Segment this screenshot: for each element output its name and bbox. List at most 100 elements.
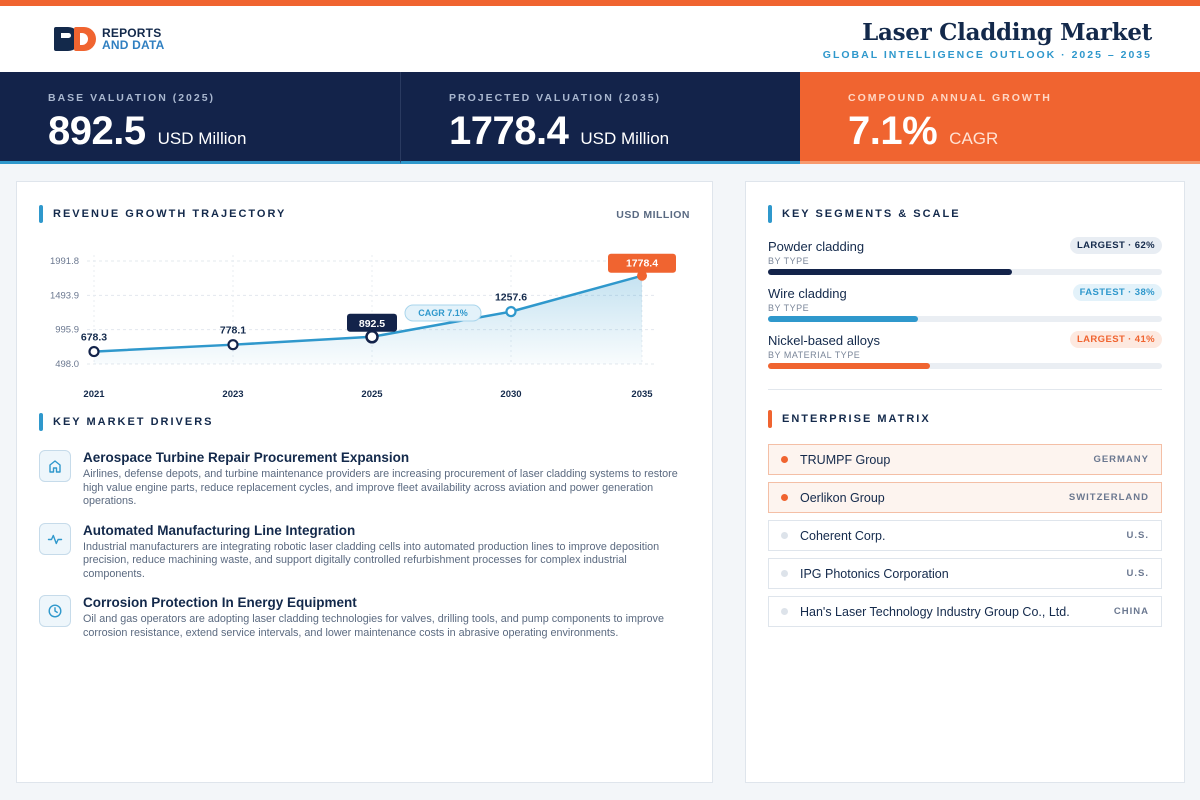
driver-text: Industrial manufacturers are integrating… — [83, 540, 660, 580]
driver-item: Aerospace Turbine Repair Procurement Exp… — [39, 450, 679, 509]
trajectory-unit: USD MILLION — [616, 209, 690, 221]
trajectory-card: REVENUE GROWTH TRAJECTORY USD MILLION 49… — [16, 181, 713, 783]
segment-name: Nickel-based alloys — [768, 333, 880, 348]
enterprise-row: TRUMPF Group GERMANY — [768, 444, 1162, 475]
driver-title: Aerospace Turbine Repair Procurement Exp… — [83, 450, 410, 465]
segments-list: Powder cladding BY TYPE LARGEST · 62% Wi… — [768, 237, 1162, 380]
segment-type: BY MATERIAL TYPE — [768, 350, 861, 360]
data-point — [88, 345, 100, 358]
revenue-growth-chart: 498.0 995.9 1493.9 1991.8 CAGR 7.1% 678.3 778.… — [50, 253, 676, 400]
area-fill — [94, 275, 642, 364]
brand-logo: REPORTS AND DATA — [54, 27, 164, 51]
enterprise-country: SWITZERLAND — [1068, 492, 1149, 503]
data-point — [365, 330, 379, 344]
projected-value-badge — [608, 253, 676, 273]
kpi-label: COMPOUND ANNUAL GROWTH — [848, 92, 1052, 104]
enterprise-name: IPG Photonics Corporation — [800, 566, 949, 581]
trajectory-heading: REVENUE GROWTH TRAJECTORY — [39, 205, 286, 223]
matrix-heading: ENTERPRISE MATRIX — [768, 410, 931, 428]
driver-item: Corrosion Protection In Energy Equipment… — [39, 595, 679, 640]
drivers-list: Aerospace Turbine Repair Procurement Exp… — [39, 450, 679, 654]
x-tick-label: 2021 — [83, 389, 105, 400]
segment-name: Powder cladding — [768, 239, 865, 254]
data-point — [227, 339, 239, 351]
matrix-title: ENTERPRISE MATRIX — [782, 413, 931, 425]
segment-type: BY TYPE — [768, 303, 810, 313]
data-label: 1778.4 — [626, 258, 658, 270]
clock-icon — [39, 595, 71, 627]
y-tick-label: 995.9 — [55, 325, 79, 336]
kpi-value: 1778.4 — [449, 109, 569, 153]
driver-text: Airlines, defense depots, and turbine ma… — [83, 468, 678, 507]
drivers-title: KEY MARKET DRIVERS — [53, 416, 214, 428]
segment-item: Nickel-based alloys BY MATERIAL TYPE LAR… — [768, 331, 1162, 380]
enterprise-dot — [781, 532, 788, 539]
enterprise-dot — [781, 570, 788, 577]
segments-card: KEY SEGMENTS & SCALE Powder cladding BY … — [745, 181, 1185, 783]
page-subtitle: GLOBAL INTELLIGENCE OUTLOOK · 2025 – 203… — [822, 49, 1152, 61]
data-point — [637, 270, 647, 281]
segment-type: BY TYPE — [768, 256, 810, 266]
x-tick-label: 2025 — [361, 389, 383, 400]
segment-name: Wire cladding — [768, 286, 847, 301]
enterprise-name: TRUMPF Group — [800, 452, 891, 467]
kpi-base-valuation: BASE VALUATION (2025) 892.5 USD Million — [0, 72, 400, 164]
driver-item: Automated Manufacturing Line Integration… — [39, 522, 679, 582]
building-icon — [39, 450, 71, 482]
enterprise-dot — [781, 494, 788, 501]
y-tick-label: 1493.9 — [50, 290, 79, 301]
enterprise-country: U.S. — [1126, 568, 1149, 579]
segment-badge: LARGEST · 62% — [1069, 237, 1162, 254]
segment-track — [768, 316, 1162, 322]
data-label: 892.5 — [359, 318, 385, 330]
kpi-unit: USD Million — [157, 129, 247, 148]
cagr-annotation-text: CAGR 7.1% — [418, 308, 468, 318]
segment-badge: LARGEST · 41% — [1069, 331, 1162, 348]
enterprise-row: Oerlikon Group SWITZERLAND — [768, 482, 1162, 513]
x-tick-label: 2030 — [500, 389, 521, 400]
enterprise-name: Oerlikon Group — [800, 490, 885, 505]
segments-heading: KEY SEGMENTS & SCALE — [768, 205, 961, 223]
segment-item: Powder cladding BY TYPE LARGEST · 62% — [768, 237, 1162, 286]
kpi-value: 7.1% — [848, 109, 938, 153]
divider — [768, 389, 1162, 390]
y-tick-label: 1991.8 — [50, 256, 79, 267]
base-value-badge — [347, 313, 397, 332]
kpi-unit: CAGR — [949, 129, 999, 148]
driver-text: Oil and gas operators are adopting laser… — [83, 613, 664, 639]
brand-line-2: AND DATA — [102, 38, 165, 52]
x-tick-label: 2023 — [222, 389, 243, 400]
data-label: 1257.6 — [495, 292, 527, 304]
enterprise-country: U.S. — [1126, 530, 1149, 541]
enterprise-matrix: TRUMPF Group GERMANY Oerlikon Group SWIT… — [768, 444, 1162, 634]
trajectory-title: REVENUE GROWTH TRAJECTORY — [53, 208, 287, 220]
segments-title: KEY SEGMENTS & SCALE — [782, 208, 961, 220]
cagr-annotation-pill — [404, 304, 482, 322]
enterprise-row: Han's Laser Technology Industry Group Co… — [768, 596, 1162, 627]
driver-title: Automated Manufacturing Line Integration — [83, 522, 356, 538]
brand-logo-text: REPORTS AND DATA — [102, 27, 164, 51]
header: REPORTS AND DATA Laser Cladding Market G… — [0, 6, 1200, 72]
enterprise-dot — [781, 608, 788, 615]
pulse-icon — [39, 522, 71, 555]
data-label: 678.3 — [81, 332, 107, 344]
kpi-strip: BASE VALUATION (2025) 892.5 USD Million … — [0, 72, 1200, 164]
brand-logo-mark — [54, 27, 98, 51]
segment-item: Wire cladding BY TYPE FASTEST · 38% — [768, 284, 1162, 333]
enterprise-row: Coherent Corp. U.S. — [768, 520, 1162, 551]
enterprise-name: Coherent Corp. — [800, 528, 886, 543]
segment-fill — [768, 316, 918, 322]
kpi-cagr: COMPOUND ANNUAL GROWTH 7.1% CAGR — [800, 72, 1200, 164]
segment-track — [768, 363, 1162, 369]
data-label: 778.1 — [220, 325, 246, 337]
segment-fill — [768, 269, 1013, 275]
segment-fill — [768, 363, 930, 369]
y-tick-label: 498.0 — [55, 359, 79, 370]
kpi-label: PROJECTED VALUATION (2035) — [449, 92, 662, 104]
drivers-heading: KEY MARKET DRIVERS — [39, 413, 213, 431]
enterprise-country: CHINA — [1113, 606, 1149, 617]
kpi-value: 892.5 — [48, 109, 146, 153]
page-title: Laser Cladding Market — [862, 19, 1152, 46]
segment-track — [768, 269, 1162, 275]
data-point — [505, 306, 517, 318]
